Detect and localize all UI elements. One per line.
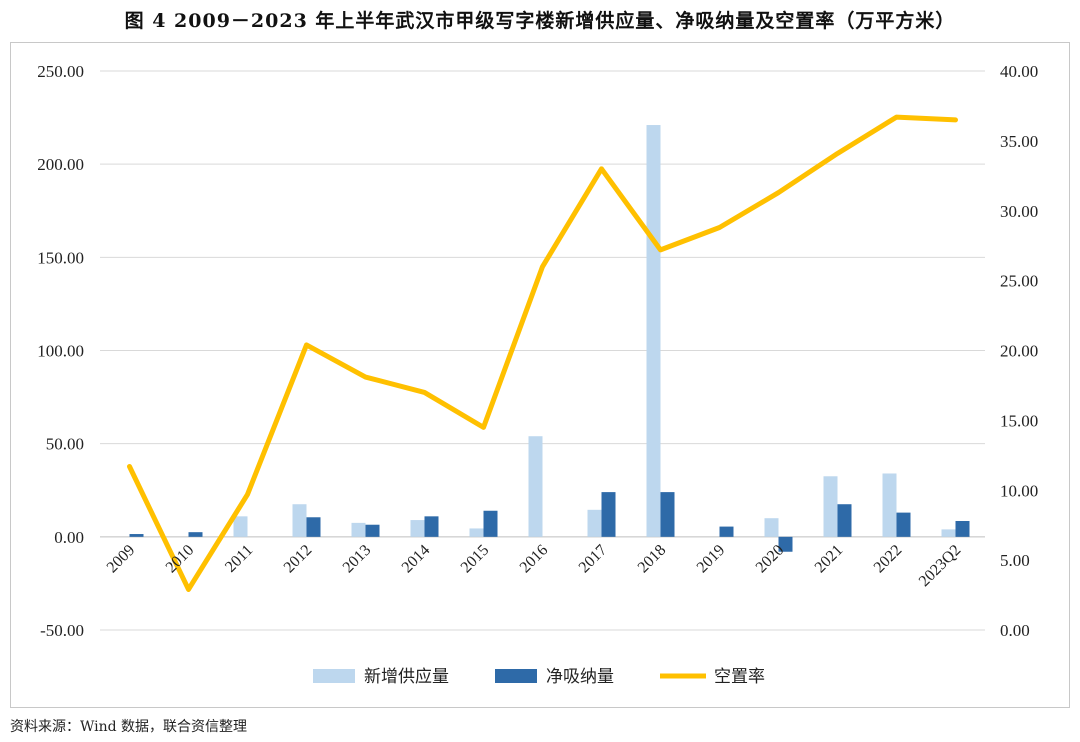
absorption-bar <box>306 517 321 537</box>
supply-bar <box>764 518 779 537</box>
absorption-bar <box>896 512 911 537</box>
x-tick-label: 2013 <box>340 542 375 577</box>
x-tick-label: 2016 <box>517 542 552 577</box>
x-tick-label: 2012 <box>281 542 316 577</box>
absorption-bar <box>837 504 852 537</box>
absorption-bar <box>483 510 498 537</box>
bars <box>129 125 970 552</box>
x-tick-label: 2015 <box>458 542 493 577</box>
chart-frame <box>10 42 1070 708</box>
vacancy-rate-line <box>127 114 958 592</box>
vacancy-line <box>127 114 958 592</box>
supply-bar <box>528 436 543 537</box>
x-tick-label: 2018 <box>635 542 670 577</box>
x-tick-label: 2009 <box>104 542 139 577</box>
x-axis-ticks: 2009 2010 2011 2012 2013 2014 2015 2016 2017 2018… <box>104 542 965 590</box>
supply-bar <box>941 529 956 537</box>
source-note: 资料来源：Wind 数据，联合资信整理 <box>10 719 248 735</box>
legend-swatch-supply <box>313 669 355 683</box>
right-axis-ticks: 0.00 5.00 10.00 15.00 20.00 25.00 30.00 35.00 40… <box>1000 62 1038 640</box>
absorption-bar <box>188 532 203 537</box>
supply-bar <box>823 476 838 537</box>
right-tick-label: 20.00 <box>1000 342 1038 361</box>
right-tick-label: 10.00 <box>1000 481 1038 500</box>
left-tick-label: 0.00 <box>54 528 84 547</box>
left-axis-ticks: -50.00 0.00 50.00 100.00 150.00 200.00 250.00 <box>37 62 84 640</box>
right-tick-label: 0.00 <box>1000 621 1030 640</box>
legend: 新增供应量 净吸纳量 空置率 <box>313 667 765 687</box>
absorption-bar <box>424 516 439 537</box>
absorption-bar <box>129 534 144 537</box>
absorption-bar <box>660 492 675 537</box>
right-tick-label: 5.00 <box>1000 551 1030 570</box>
supply-bar <box>410 520 425 537</box>
supply-bar <box>882 473 897 537</box>
x-tick-label: 2017 <box>576 542 611 577</box>
left-tick-label: 50.00 <box>46 435 84 454</box>
right-tick-label: 35.00 <box>1000 132 1038 151</box>
absorption-bar <box>719 526 734 537</box>
right-tick-label: 40.00 <box>1000 62 1038 81</box>
supply-bar <box>351 522 366 537</box>
x-tick-label: 2014 <box>399 542 434 577</box>
left-tick-label: 100.00 <box>37 342 84 361</box>
legend-label-supply: 新增供应量 <box>364 667 449 687</box>
x-tick-label: 2023Q2 <box>916 542 964 590</box>
left-tick-label: 250.00 <box>37 62 84 81</box>
supply-bar <box>646 125 661 537</box>
x-tick-label: 2021 <box>812 542 847 577</box>
supply-bar <box>292 504 307 537</box>
right-tick-label: 15.00 <box>1000 411 1038 430</box>
right-tick-label: 25.00 <box>1000 272 1038 291</box>
legend-label-vacancy: 空置率 <box>714 667 765 687</box>
x-tick-label: 2011 <box>222 542 256 576</box>
legend-label-absorption: 净吸纳量 <box>546 667 614 687</box>
x-tick-label: 2022 <box>871 542 906 577</box>
supply-bar <box>587 509 602 537</box>
supply-bar <box>233 516 248 537</box>
supply-bar <box>469 528 484 537</box>
absorption-bar <box>601 492 616 537</box>
x-tick-label: 2019 <box>694 542 729 577</box>
right-tick-label: 30.00 <box>1000 202 1038 221</box>
absorption-bar <box>778 536 793 552</box>
legend-swatch-absorption <box>495 669 537 683</box>
left-tick-label: 200.00 <box>37 155 84 174</box>
absorption-bar <box>955 520 970 537</box>
chart-title: 图 4 2009－2023 年上半年武汉市甲级写字楼新增供应量、净吸纳量及空置率… <box>124 10 956 32</box>
absorption-bar <box>365 524 380 537</box>
left-tick-label: -50.00 <box>40 621 84 640</box>
left-tick-label: 150.00 <box>37 248 84 267</box>
